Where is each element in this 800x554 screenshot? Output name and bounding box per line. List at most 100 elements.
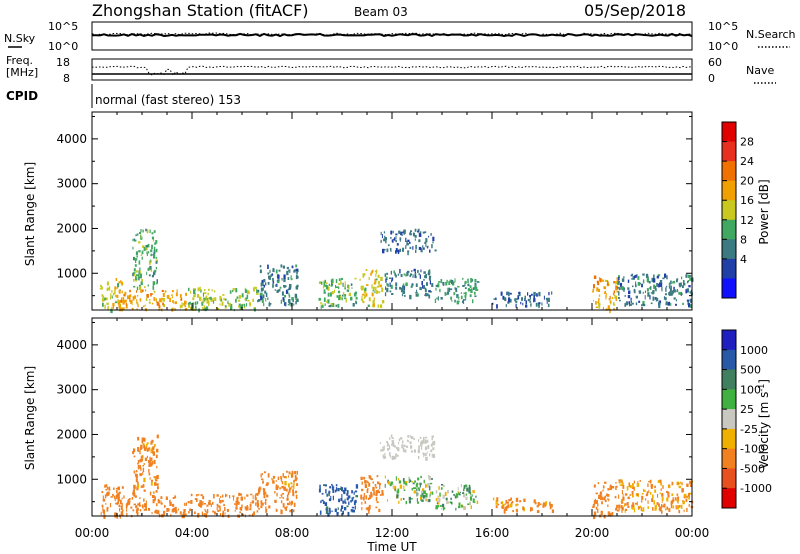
power-cell — [678, 291, 681, 295]
power-cell — [592, 290, 594, 293]
power-cell — [188, 304, 191, 308]
power-cell — [386, 276, 388, 279]
vel-cell — [280, 500, 283, 504]
vel-cell — [321, 492, 324, 495]
power-cell — [436, 297, 438, 300]
power-cell — [673, 286, 675, 291]
vel-cell — [115, 502, 118, 505]
power-cell — [660, 283, 663, 287]
vel-cell — [659, 479, 662, 484]
vel-cell — [381, 448, 384, 452]
vel-cell — [280, 475, 282, 480]
vel-cell — [603, 514, 606, 519]
power-cell — [624, 294, 626, 297]
vel-cbar-frame — [721, 329, 737, 509]
vel-cell — [375, 493, 378, 496]
vel-cell — [476, 500, 479, 505]
vel-cell — [593, 500, 596, 505]
vel-cell — [661, 501, 663, 503]
vel-cell — [350, 509, 352, 512]
vel-cell — [629, 494, 631, 496]
vel-cell — [363, 493, 365, 498]
vel-cell — [420, 442, 423, 447]
vel-cell — [618, 479, 621, 483]
power-cell — [412, 233, 416, 236]
power-cell — [405, 245, 407, 249]
power-cell — [405, 237, 407, 242]
vel-cell — [409, 435, 412, 438]
vel-cell — [659, 507, 662, 512]
power-cell — [365, 290, 367, 293]
vel-cell — [150, 481, 153, 486]
vel-cell — [144, 457, 148, 461]
power-cell — [340, 280, 342, 285]
nsky-label: N.Sky — [4, 32, 36, 45]
vel-cell — [126, 502, 129, 506]
vel-cell — [118, 504, 121, 508]
vel-cell — [662, 485, 664, 489]
vel-cell — [136, 512, 139, 516]
vel-cell — [408, 496, 411, 501]
power-cell — [135, 276, 137, 281]
vel-cell — [378, 491, 381, 494]
power-cell — [224, 305, 227, 307]
vel-cell — [341, 487, 344, 491]
power-cell — [164, 290, 167, 293]
power-cell — [223, 297, 225, 301]
power-cbar-swatch — [722, 258, 736, 279]
power-cell — [192, 304, 194, 309]
vel-cell — [122, 509, 124, 512]
power-cell — [456, 295, 459, 299]
power-cell — [407, 250, 409, 256]
power-cell — [124, 291, 127, 295]
power-cell — [348, 284, 350, 289]
power-cell — [340, 295, 342, 300]
vel-cell — [595, 492, 598, 495]
vel-cell — [646, 491, 649, 496]
vel-cell — [350, 500, 352, 503]
vel-cell — [121, 497, 123, 500]
vel-cell — [324, 484, 327, 487]
power-cell — [527, 298, 530, 302]
power-cell — [382, 248, 385, 254]
power-cell — [209, 296, 212, 300]
vel-cell — [523, 498, 526, 502]
power-cell — [133, 268, 136, 272]
power-cell — [322, 303, 324, 307]
power-cell — [411, 284, 414, 287]
power-cell — [615, 281, 618, 285]
vel-cell — [637, 493, 639, 497]
power-cell — [224, 298, 227, 301]
power-cell — [386, 287, 389, 293]
vel-cell — [435, 505, 438, 510]
power-cell — [146, 252, 148, 256]
vel-cell — [210, 503, 212, 507]
station-title: Zhongshan Station (fitACF) — [92, 1, 309, 20]
power-cell — [293, 303, 295, 306]
power-cell — [141, 278, 143, 282]
vel-cell — [388, 445, 391, 450]
vel-cell — [500, 501, 502, 504]
power-cell — [375, 269, 378, 274]
power-cell — [637, 276, 640, 280]
power-cell — [607, 281, 609, 286]
power-cell — [688, 274, 691, 278]
vel-cell — [326, 493, 328, 497]
power-cell — [295, 268, 298, 272]
vel-cell — [295, 490, 298, 494]
vel-cell — [438, 486, 440, 490]
power-cell — [400, 231, 403, 236]
power-cell — [410, 285, 413, 288]
power-cell — [205, 306, 209, 311]
vel-cell — [355, 495, 358, 498]
vel-cell — [504, 503, 507, 505]
power-cell — [685, 274, 688, 278]
power-cell — [340, 282, 342, 285]
power-cell — [132, 238, 134, 242]
vel-cbar-tick-label: 500 — [740, 364, 761, 377]
vel-cell — [389, 455, 391, 458]
vel-cell — [206, 511, 208, 514]
vel-cell — [133, 448, 136, 452]
vel-cell — [676, 497, 679, 502]
